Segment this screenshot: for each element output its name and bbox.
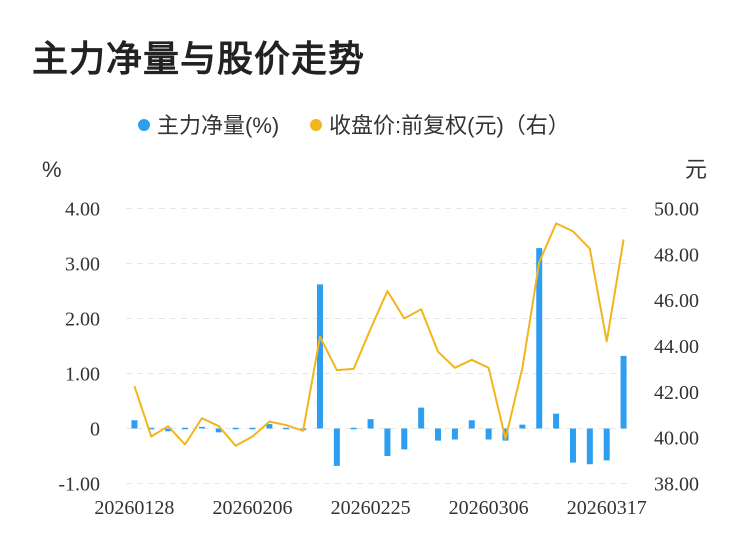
bar	[569, 428, 576, 463]
bar	[586, 428, 593, 465]
bar	[451, 428, 458, 440]
legend-label: 主力净量(%)	[157, 113, 279, 138]
right-tick-label: 44.00	[654, 336, 699, 358]
price-line	[133, 222, 625, 447]
bar	[553, 413, 560, 429]
x-tick-label: 20260225	[331, 497, 411, 519]
bar	[148, 427, 155, 430]
left-tick-label: 4.00	[65, 199, 100, 221]
right-tick-label: 42.00	[654, 382, 699, 404]
bar	[384, 428, 391, 456]
bar	[485, 428, 492, 440]
bar	[435, 428, 442, 441]
x-tick-label: 20260128	[94, 497, 174, 519]
left-tick-label: 1.00	[65, 364, 100, 386]
legend-marker	[310, 119, 322, 131]
right-axis-ticks: 50.00 48.00 46.00 44.00 42.00 40.00 38.00	[654, 199, 699, 496]
bar	[266, 424, 273, 429]
bar	[333, 428, 340, 466]
bar	[603, 428, 610, 461]
left-tick-label: -1.00	[58, 474, 100, 496]
right-tick-label: 48.00	[654, 244, 699, 266]
bar	[215, 428, 222, 433]
bar	[536, 248, 543, 429]
bar	[620, 355, 627, 429]
left-axis-unit: %	[42, 157, 62, 182]
bar	[401, 428, 408, 450]
right-tick-label: 40.00	[654, 428, 699, 450]
bar	[198, 426, 205, 429]
bar-series	[131, 248, 627, 466]
page-title: 主力净量与股价走势	[32, 38, 366, 79]
x-tick-label: 20260206	[213, 497, 293, 519]
bar	[316, 284, 323, 429]
bar	[367, 419, 374, 429]
x-tick-label: 20260306	[449, 497, 529, 519]
bar	[519, 424, 526, 429]
x-axis-ticks: 20260128 20260206 20260225 20260306 20260317	[94, 497, 646, 519]
right-tick-label: 46.00	[654, 290, 699, 312]
legend-marker	[138, 119, 150, 131]
legend-label: 收盘价:前复权(元)（右）	[329, 113, 570, 138]
x-tick-label: 20260317	[567, 497, 647, 519]
left-tick-label: 3.00	[65, 254, 100, 276]
grid	[126, 208, 632, 484]
bar	[232, 427, 239, 430]
bar	[283, 427, 290, 430]
bar	[418, 407, 425, 429]
left-axis-ticks: 4.00 3.00 2.00 1.00 0 -1.00	[58, 199, 100, 496]
left-tick-label: 2.00	[65, 309, 100, 331]
bar	[249, 427, 256, 430]
right-tick-label: 38.00	[654, 474, 699, 496]
line-series	[133, 222, 625, 447]
right-axis-unit: 元	[685, 157, 707, 182]
right-tick-label: 50.00	[654, 199, 699, 221]
bar	[182, 427, 189, 430]
bar	[468, 420, 475, 429]
legend: 主力净量(%) 收盘价:前复权(元)（右）	[138, 113, 570, 138]
bar	[165, 428, 172, 432]
bar	[131, 420, 138, 429]
bar	[350, 427, 357, 430]
left-tick-label: 0	[90, 419, 100, 441]
